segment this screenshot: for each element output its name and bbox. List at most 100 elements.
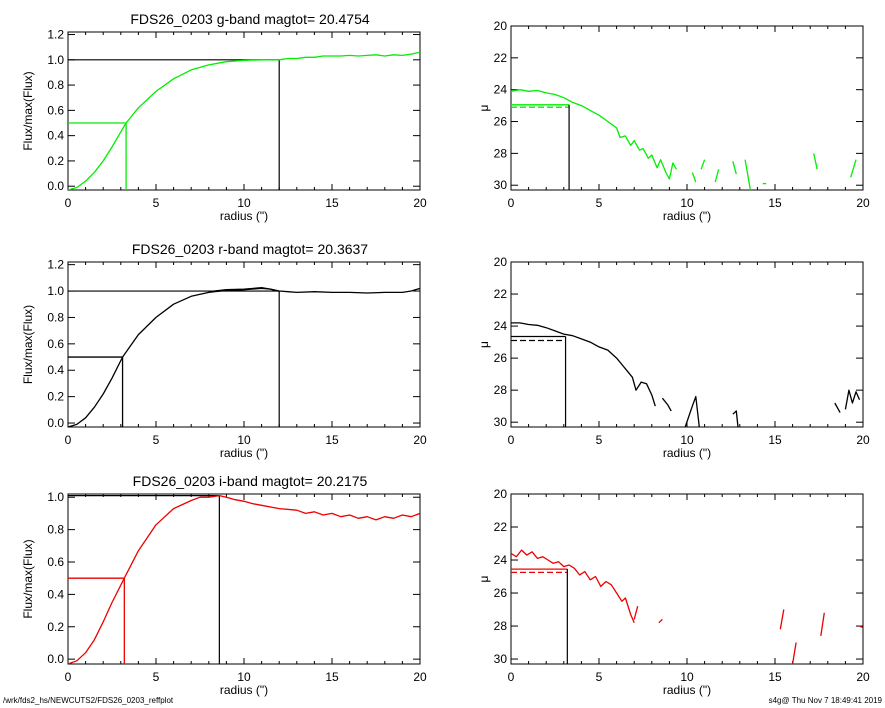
y-tick-label: 0.8: [47, 310, 64, 324]
surface-brightness-segment: [850, 159, 857, 178]
y-tick-label: 24: [494, 553, 508, 567]
x-tick-label: 0: [508, 670, 515, 684]
y-tick-label: 0.8: [47, 78, 64, 92]
y-tick-label: 30: [494, 415, 508, 429]
x-axis-label: radius ("): [220, 446, 268, 460]
y-axis-label: Flux/max(Flux): [21, 305, 35, 384]
y-tick-label: 0.2: [47, 620, 64, 634]
y-tick-label: 22: [494, 287, 508, 301]
y-tick-label: 1.0: [47, 490, 64, 504]
x-tick-label: 20: [856, 670, 870, 684]
x-tick-label: 0: [65, 196, 72, 210]
x-tick-label: 5: [596, 670, 603, 684]
plot-frame: [67, 493, 421, 665]
chart-title: FDS26_0203 g-band magtot= 20.4754: [130, 11, 370, 27]
timestamp-label: s4g@ Thu Nov 7 18:49:41 2019: [768, 696, 882, 705]
x-tick-label: 15: [325, 670, 339, 684]
y-axis-label: Flux/max(Flux): [21, 71, 35, 150]
x-tick-label: 15: [768, 196, 782, 210]
x-tick-label: 20: [413, 670, 427, 684]
y-tick-label: 28: [494, 619, 508, 633]
y-tick-label: 22: [494, 520, 508, 534]
y-tick-label: 0.8: [47, 523, 64, 537]
x-tick-label: 5: [153, 670, 160, 684]
growth-curve-line: [68, 51, 420, 190]
file-path-label: /wrk/fds2_hs/NEWCUTS2/FDS26_0203_reffplo…: [3, 696, 174, 705]
x-tick-label: 0: [508, 433, 515, 447]
y-tick-label: 20: [494, 19, 508, 33]
x-tick-label: 0: [65, 433, 72, 447]
y-tick-label: 28: [494, 383, 508, 397]
x-tick-label: 5: [153, 433, 160, 447]
y-tick-label: 0.6: [47, 337, 64, 351]
y-tick-label: 0.6: [47, 555, 64, 569]
y-tick-label: 20: [494, 487, 508, 501]
x-tick-label: 5: [596, 196, 603, 210]
y-tick-label: 0.0: [47, 652, 64, 666]
surface-brightness-segment: [732, 410, 739, 427]
surface-brightness-segment: [813, 153, 818, 170]
y-tick-label: 26: [494, 115, 508, 129]
x-axis-label: radius ("): [663, 683, 711, 697]
y-tick-label: 20: [494, 255, 508, 269]
surface-brightness-segment: [844, 389, 861, 410]
surface-brightness-segment: [859, 625, 863, 629]
surface-brightness-segment: [714, 169, 720, 183]
x-tick-label: 0: [508, 196, 515, 210]
plot-area: [511, 549, 863, 664]
plot-frame: [510, 261, 864, 428]
surface-brightness-segment: [658, 618, 663, 624]
y-tick-label: 0.4: [47, 363, 64, 377]
surface-brightness-segment: [511, 89, 677, 180]
y-tick-label: 30: [494, 652, 508, 666]
surface-brightness-segment: [691, 172, 697, 183]
x-axis-label: radius ("): [663, 209, 711, 223]
growth-curve-secondary-line: [208, 287, 280, 293]
x-tick-label: 0: [65, 670, 72, 684]
plot-area: [68, 51, 420, 190]
y-axis-label: Flux/max(Flux): [21, 539, 35, 618]
surface-brightness-segment: [661, 397, 672, 412]
plot-area: [68, 287, 420, 427]
x-tick-label: 20: [413, 433, 427, 447]
x-tick-label: 10: [237, 670, 251, 684]
surface-brightness-segment: [732, 161, 737, 175]
chart-panel-2: 0 5 10 15 20 radius (") 20 22 24 26 28 30 μ: [477, 19, 870, 223]
y-tick-label: 0.4: [47, 129, 64, 143]
chart-panel-6: 0 5 10 15 20 radius (") 20 22 24 26 28 30 μ: [477, 487, 870, 697]
surface-brightness-segment: [779, 609, 785, 630]
plot-frame: [67, 261, 421, 428]
y-tick-label: 0.6: [47, 103, 64, 117]
chart-panel-5: FDS26_0203 i-band magtot= 20.2175 0 5 10 15 2…: [21, 473, 427, 697]
x-tick-label: 15: [325, 433, 339, 447]
plot-area: [511, 89, 857, 190]
surface-brightness-segment: [511, 549, 635, 623]
y-tick-label: 0.4: [47, 587, 64, 601]
surface-brightness-segment: [700, 159, 706, 170]
chart-title: FDS26_0203 r-band magtot= 20.3637: [132, 241, 368, 257]
plot-frame: [510, 25, 864, 191]
x-tick-label: 10: [237, 196, 251, 210]
y-tick-label: 0.0: [47, 179, 64, 193]
surface-brightness-segment: [633, 606, 639, 620]
surface-brightness-segment: [684, 395, 700, 427]
x-tick-label: 5: [596, 433, 603, 447]
y-tick-label: 1.0: [47, 53, 64, 67]
plot-area: [68, 494, 420, 664]
x-tick-label: 20: [856, 433, 870, 447]
chart-title: FDS26_0203 i-band magtot= 20.2175: [133, 473, 368, 489]
y-tick-label: 0.2: [47, 154, 64, 168]
y-tick-label: 26: [494, 586, 508, 600]
surface-brightness-segment: [744, 159, 752, 190]
y-tick-label: 1.0: [47, 284, 64, 298]
surface-brightness-segment: [511, 322, 656, 407]
y-tick-label: 28: [494, 146, 508, 160]
y-tick-label: 1.2: [47, 258, 64, 272]
surface-brightness-segment: [834, 402, 841, 413]
y-axis-label: μ: [477, 104, 491, 111]
chart-panel-4: 0 5 10 15 20 radius (") 20 22 24 26 28 30 μ: [477, 255, 870, 460]
x-tick-label: 10: [680, 196, 694, 210]
y-tick-label: 24: [494, 319, 508, 333]
chart-panel-1: FDS26_0203 g-band magtot= 20.4754 0 5 10 15 2…: [21, 11, 427, 223]
